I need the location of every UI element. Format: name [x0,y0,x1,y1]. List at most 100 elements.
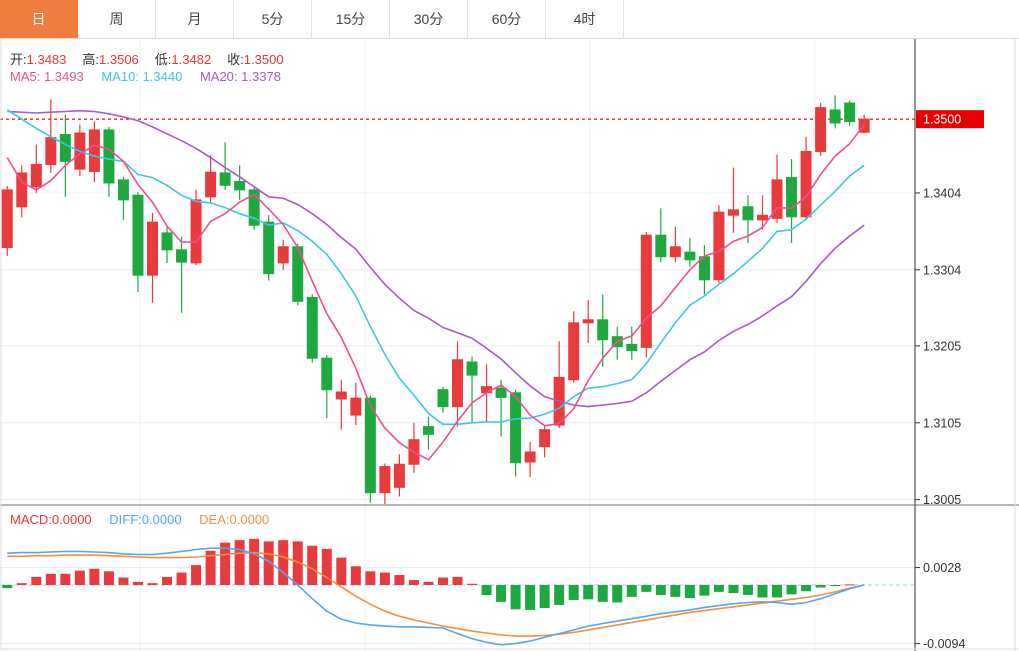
current-price-tag-label: 1.3500 [923,113,961,127]
candle-body [422,426,434,435]
candle-body [437,389,449,408]
axis-tick-label: 1.3205 [923,339,961,353]
ma20-line [7,109,865,408]
low-value: 1.3482 [171,52,212,67]
macd-value: MACD:0.0000 [10,512,92,527]
macd-bar [525,585,536,610]
candle-body [1,189,13,249]
candle-body [786,177,798,218]
macd-bar [307,545,318,586]
ma20-value: MA20: 1.3378 [199,69,281,84]
ma5-line [6,124,865,461]
candle-body [306,296,318,359]
candle-body [248,189,260,226]
current-price-tag [916,110,984,129]
diff-line [7,547,865,646]
tab-timeframe-2[interactable]: 月 [156,0,234,38]
candle-body [713,211,725,281]
macd-bar [437,577,448,586]
macd-bar [118,577,129,586]
candle-body [103,129,115,184]
axis-tick-label: 0.0028 [923,561,961,575]
macd-bar [408,580,419,586]
macd-bar [423,581,434,586]
candle-body [205,171,217,198]
macd-bar [249,538,260,586]
macd-bar [801,585,812,592]
macd-bar [292,541,303,586]
candle-body [539,429,551,448]
macd-bar [568,585,579,600]
candle-body [161,232,173,251]
candle-body [727,209,739,216]
candle-body [321,357,333,391]
candle-body [582,319,594,324]
macd-bar [539,585,550,609]
macd-bar [742,585,753,595]
ma10-value: MA10: 1.3440 [101,69,183,84]
macd-bar [481,585,492,595]
macd-bar [815,585,826,588]
ma-info-row: MA5: 1.3493 MA10: 1.3440 MA20: 1.3378 [10,69,295,84]
candle-body [495,387,507,398]
candle-body [190,199,202,264]
tab-timeframe-5[interactable]: 30分 [390,0,468,38]
macd-bar [394,575,405,586]
candle-body [669,246,681,258]
close-value: 1.3500 [243,52,284,67]
macd-bar [655,585,666,595]
candle-body [30,164,42,188]
axis-tick-label: 1.3105 [923,416,961,430]
close-label: 收: [227,52,244,67]
macd-bar [467,583,478,586]
ma10-line [6,109,865,426]
tab-timeframe-1[interactable]: 周 [78,0,156,38]
ohlc-info-row: 开:1.3483 高:1.3506 低:1.3482 收:1.3500 [10,49,300,68]
diff-value: DIFF:0.0000 [109,512,182,527]
candle-body [815,107,827,152]
candle-body [219,172,231,186]
tab-timeframe-4[interactable]: 15分 [312,0,390,38]
macd-bar [234,540,245,586]
candle-body [568,322,580,381]
candle-body [452,359,463,408]
macd-bar [350,566,361,586]
candle-body [655,234,667,258]
low-label: 低: [154,52,172,67]
candle-body [742,206,754,221]
price-axis: 1.3404 1.3304 1.3205 1.3105 1.3005 0.0028 -0.0… [915,186,965,651]
candle-body [16,172,28,208]
candlestick-series [1,95,870,505]
candle-body [45,137,57,166]
macd-bar [220,542,231,586]
candle-body [59,134,71,162]
macd-bar [176,572,187,586]
macd-bar [321,548,332,586]
macd-bar [45,573,56,586]
macd-bar [612,585,623,603]
macd-bar [699,585,710,596]
tab-timeframe-7[interactable]: 4时 [546,0,624,38]
macd-bar [191,565,202,586]
tab-timeframe-0[interactable]: 日 [0,0,78,38]
macd-bar [263,541,274,586]
macd-bar [60,573,71,586]
macd-bar [132,581,143,586]
candle-body [757,214,768,221]
macd-bar [2,585,13,589]
candle-body [524,451,536,463]
tab-timeframe-6[interactable]: 60分 [468,0,546,38]
macd-bar [89,568,100,586]
macd-bar [510,585,521,610]
macd-bar [713,585,724,592]
candle-body [88,129,100,172]
macd-histogram [2,538,855,610]
candle-body [626,343,638,352]
macd-bar [365,571,376,586]
macd-bar [670,585,681,597]
candle-body [277,246,289,264]
macd-bar [379,572,390,586]
macd-bar [336,557,347,586]
tab-timeframe-3[interactable]: 5分 [234,0,312,38]
